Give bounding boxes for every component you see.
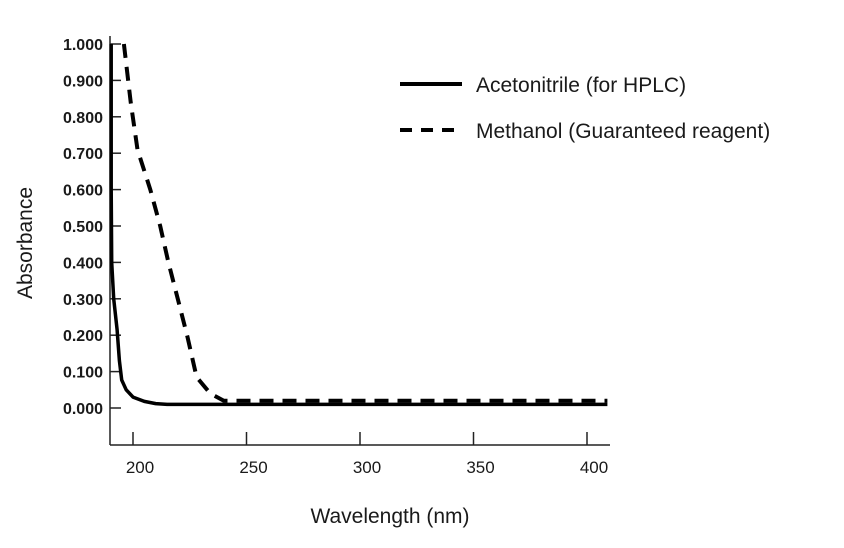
y-tick-label: 0.100 <box>63 365 103 382</box>
ticks: 0.000 0.100 0.200 0.300 0.400 0.500 0.600 0.700… <box>63 37 608 477</box>
y-tick-label: 0.700 <box>63 146 103 163</box>
series-line-acetonitrile <box>109 44 608 407</box>
y-tick-label: 0.200 <box>63 328 103 345</box>
x-tick-label: 200 <box>126 458 154 477</box>
legend-label: Methanol (Guaranteed reagent) <box>476 120 770 143</box>
x-tick-label: 300 <box>353 458 381 477</box>
legend-label: Acetonitrile (for HPLC) <box>476 74 686 97</box>
y-tick-label: 1.000 <box>63 37 103 54</box>
y-tick-label: 0.400 <box>63 255 103 272</box>
y-tick-label: 0.000 <box>63 401 103 418</box>
x-axis-label: Wavelength (nm) <box>310 505 469 528</box>
legend: Acetonitrile (for HPLC) Methanol (Guarant… <box>400 74 770 143</box>
y-tick-label: 0.800 <box>63 110 103 127</box>
y-tick-label: 0.900 <box>63 73 103 90</box>
x-tick-label: 350 <box>466 458 494 477</box>
y-tick-label: 0.500 <box>63 219 103 236</box>
y-tick-label: 0.600 <box>63 183 103 200</box>
axes <box>109 36 610 446</box>
y-tick-label: 0.300 <box>63 292 103 309</box>
x-tick-label: 250 <box>239 458 267 477</box>
x-tick-label: 400 <box>580 458 608 477</box>
y-axis-label: Absorbance <box>14 187 37 299</box>
series-line-methanol <box>121 43 608 403</box>
series-lines <box>109 43 608 407</box>
